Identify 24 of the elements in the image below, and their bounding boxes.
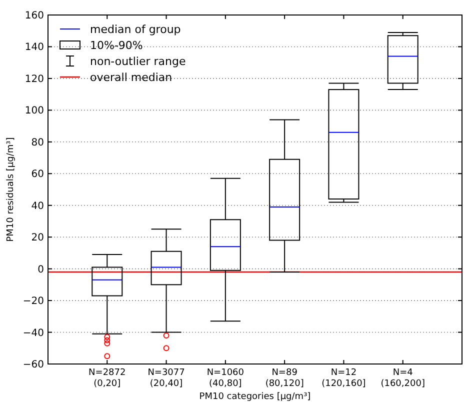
annotation: non-outlier range xyxy=(90,54,186,68)
x-tick-label: N=3077 (20,40] xyxy=(148,368,185,389)
y-tick-label: 80 xyxy=(31,137,44,148)
y-tick-label: 0 xyxy=(38,264,44,276)
x-axis-title: PM10 categories [μg/m³] xyxy=(199,392,311,402)
y-tick-label: 120 xyxy=(24,74,44,85)
y-tick-label: 160 xyxy=(24,10,44,22)
x-tick-label: N=2872 (0,20] xyxy=(88,368,126,389)
y-axis-title: PM10 residuals [μg/m³] xyxy=(6,137,16,242)
x-tick-label: N=1060 (40,80] xyxy=(206,368,244,389)
y-tick-label: 140 xyxy=(24,42,44,54)
y-tick-label: 20 xyxy=(31,232,44,244)
y-tick-label: −20 xyxy=(22,296,44,308)
y-tick-label: −60 xyxy=(22,360,44,370)
y-tick-label: 100 xyxy=(24,106,44,117)
legend-label: overall median xyxy=(90,70,172,84)
y-tick-label: −40 xyxy=(22,328,44,339)
annotation: median of group xyxy=(90,22,181,36)
x-tick-label: N=4 (160,200] xyxy=(380,368,425,389)
x-tick-label: N=12 (120,160] xyxy=(322,368,366,389)
legend-label: 10%-90% xyxy=(90,38,143,52)
y-tick-label: 40 xyxy=(31,200,44,212)
y-tick-label: 60 xyxy=(31,169,44,180)
x-tick-label: N=89 (80,120] xyxy=(265,368,304,389)
